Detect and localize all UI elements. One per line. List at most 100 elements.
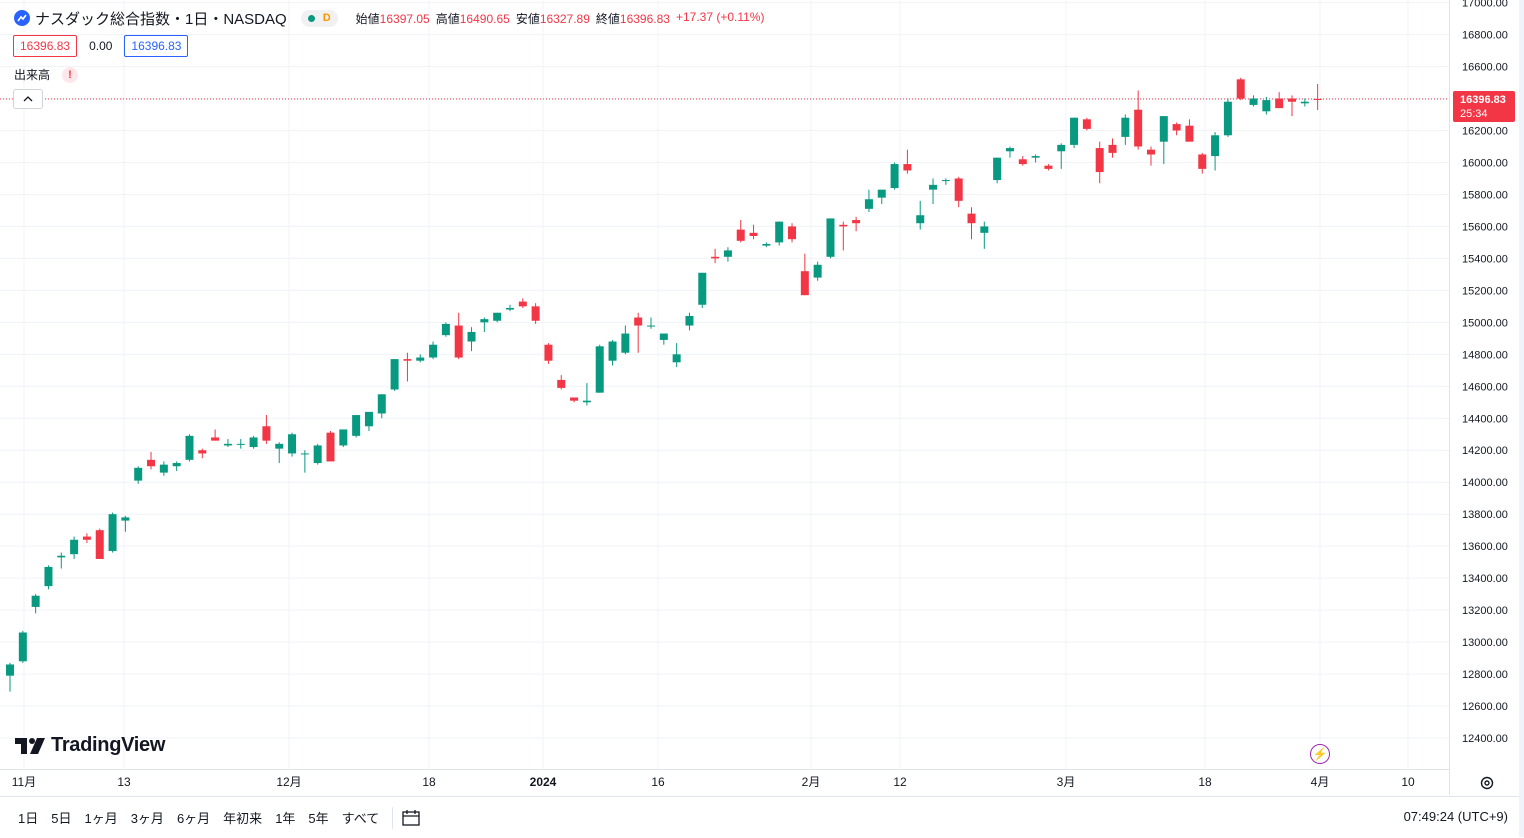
time-tick-label: 10 <box>1401 775 1415 789</box>
low-value: 16327.89 <box>539 11 590 26</box>
chart-settings-button[interactable] <box>1478 774 1496 792</box>
range-1d-button[interactable]: 1日 <box>18 811 39 826</box>
candle-body <box>1262 100 1271 112</box>
delayed-badge: D <box>322 12 331 24</box>
time-axis-labels: 11月 13 12月 18 2024 16 2月 12 3月 18 4月 10 <box>12 775 1415 789</box>
collapse-legend-button[interactable] <box>13 89 43 109</box>
candle-body <box>364 411 373 427</box>
candle-body <box>698 272 707 305</box>
candlestick-chart <box>0 0 1449 769</box>
current-price-value: 16396.83 <box>1460 94 1506 106</box>
range-ytd-button[interactable]: 年初来 <box>223 811 263 826</box>
candle-body <box>493 312 502 321</box>
candle-body <box>95 530 104 559</box>
bar-countdown: 25:34 <box>1460 108 1488 120</box>
candle-body <box>954 178 963 201</box>
time-tick-label: 18 <box>1198 775 1212 789</box>
market-open-dot-icon <box>307 14 315 22</box>
tradingview-logo[interactable]: TradingView <box>15 734 165 757</box>
go-to-date-button[interactable] <box>401 808 421 828</box>
time-tick-label: 13 <box>117 775 131 789</box>
candle-body <box>18 632 27 662</box>
sell-price-button[interactable]: 16396.83 <box>13 35 78 57</box>
price-tick-label: 16000.00 <box>1462 157 1508 169</box>
candle-body <box>967 213 976 224</box>
logo-text: TradingView <box>51 734 166 756</box>
range-6m-button[interactable]: 6ヶ月 <box>176 811 211 826</box>
candle-body <box>108 514 117 551</box>
chart-pane[interactable] <box>0 0 1449 769</box>
price-tick-label: 14200.00 <box>1462 445 1508 457</box>
price-tick-label: 16600.00 <box>1462 62 1508 74</box>
candle-body <box>595 346 604 393</box>
gear-icon <box>1480 776 1494 790</box>
candle-body <box>70 539 79 555</box>
range-3m-button[interactable]: 3ヶ月 <box>130 811 164 826</box>
price-tick-label: 13000.00 <box>1462 637 1508 649</box>
price-tick-label: 12400.00 <box>1462 733 1508 745</box>
candle-body <box>44 566 53 587</box>
clock-timezone[interactable]: 07:49:24 (UTC+9) <box>1403 809 1508 824</box>
range-5d-button[interactable]: 5日 <box>51 811 72 826</box>
price-tick-label: 14800.00 <box>1462 349 1508 361</box>
tradingview-logo-icon <box>15 737 45 754</box>
candle-body <box>403 359 412 361</box>
candle-body <box>352 415 361 436</box>
candle-body <box>288 434 297 454</box>
candle-body <box>429 344 438 358</box>
range-1m-button[interactable]: 1ヶ月 <box>84 811 118 826</box>
symbol-title[interactable]: ナスダック総合指数・1日・NASDAQ <box>35 10 287 28</box>
candle-body <box>480 319 489 323</box>
price-axis-labels: 12400.00 12600.00 12800.00 13000.00 13200.00… <box>1462 0 1508 745</box>
price-tick-label: 13600.00 <box>1462 541 1508 553</box>
candle-body <box>313 445 322 464</box>
candle-body <box>775 221 784 243</box>
high-value: 16490.65 <box>459 11 510 26</box>
candle-body <box>1172 124 1181 131</box>
warning-icon[interactable]: ! <box>62 66 79 83</box>
ohlc-values: 始値16397.05 高値16490.65 安値16327.89 終値16396… <box>356 10 765 27</box>
candle-body <box>1313 98 1322 100</box>
range-1y-button[interactable]: 1年 <box>275 811 296 826</box>
candle-body <box>1057 144 1066 152</box>
time-axis[interactable]: 11月 13 12月 18 2024 16 2月 12 3月 18 4月 10 <box>0 769 1449 796</box>
range-5y-button[interactable]: 5年 <box>308 811 329 826</box>
candle-body <box>121 517 130 521</box>
close-value: 16396.83 <box>619 11 670 26</box>
candle-body <box>505 307 514 310</box>
candle-body <box>416 357 425 361</box>
candle-body <box>582 400 591 403</box>
current-price-tag: 16396.83 25:34 <box>1453 91 1515 122</box>
candle-body <box>82 536 91 540</box>
candle-body <box>1070 117 1079 145</box>
price-axis[interactable]: 12400.00 12600.00 12800.00 13000.00 13200.00… <box>1449 0 1524 795</box>
candle-body <box>1223 101 1232 136</box>
candle-body <box>980 226 989 233</box>
candle-body <box>1275 98 1284 109</box>
candle-body <box>1300 101 1309 104</box>
candle-body <box>813 264 822 278</box>
candle-body <box>634 317 643 326</box>
market-status-badge[interactable]: D <box>300 9 338 27</box>
candle-body <box>1121 117 1130 137</box>
candle-body <box>275 443 284 449</box>
price-tick-label: 13200.00 <box>1462 605 1508 617</box>
time-tick-label: 4月 <box>1311 775 1330 789</box>
volume-label[interactable]: 出来高 <box>14 68 51 82</box>
range-all-button[interactable]: すべて <box>341 811 380 826</box>
candle-body <box>890 164 899 189</box>
time-tick-label: 2月 <box>802 775 821 789</box>
buy-price-button[interactable]: 16396.83 <box>124 35 189 57</box>
lightning-icon[interactable]: ⚡ <box>1310 744 1330 764</box>
price-tick-label: 15000.00 <box>1462 317 1508 329</box>
candle-body <box>916 215 925 224</box>
candle-body <box>159 464 168 473</box>
candle-body <box>223 443 232 446</box>
candle-body <box>300 453 309 455</box>
open-value: 16397.05 <box>379 11 430 26</box>
price-tick-label: 15200.00 <box>1462 285 1508 297</box>
price-tick-label: 13800.00 <box>1462 509 1508 521</box>
candle-body <box>249 437 258 448</box>
candle-body <box>441 323 450 336</box>
candle-body <box>531 306 540 321</box>
